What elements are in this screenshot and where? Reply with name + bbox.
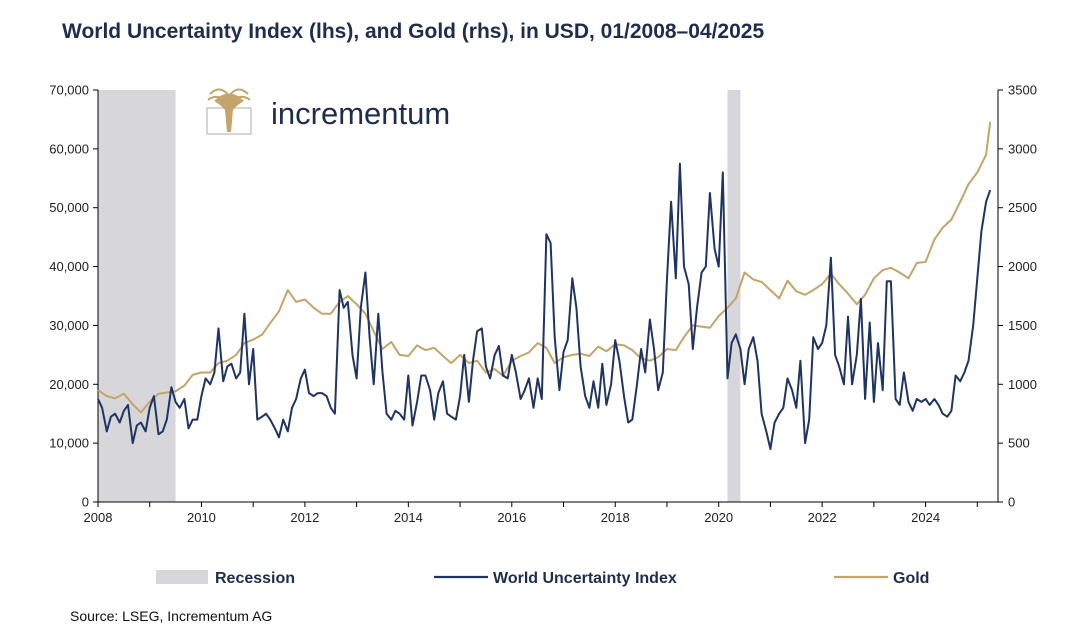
y-left-tick-label: 50,000 [49, 200, 89, 215]
x-tick-label: 2022 [808, 510, 837, 525]
y-right-tick-label: 500 [1008, 436, 1030, 451]
y-right-tick-label: 0 [1008, 495, 1015, 510]
axes: 0 10,000 20,000 30,000 40,000 50,000 60,000 70,… [49, 83, 1037, 526]
legend-label-gold: Gold [893, 570, 929, 587]
legend-item-wui: World Uncertainty Index [434, 570, 677, 587]
y-right-tick-label: 3500 [1008, 83, 1037, 98]
x-tick-label: 2016 [497, 510, 526, 525]
series-line-gold [97, 121, 992, 414]
y-left-tick-label: 40,000 [49, 259, 89, 274]
series-lines [97, 121, 992, 450]
y-right-tick-label: 2500 [1008, 200, 1037, 215]
legend-item-gold: Gold [834, 570, 929, 587]
recession-band [727, 90, 741, 502]
legend-item-recession: Recession [156, 570, 295, 587]
series-line-wui [97, 162, 992, 450]
x-tick-label: 2010 [187, 510, 216, 525]
incrementum-logo: incrementum [206, 88, 450, 135]
legend-label-recession: Recession [215, 570, 295, 587]
y-left-tick-label: 30,000 [49, 318, 89, 333]
y-right-tick-label: 3000 [1008, 141, 1037, 156]
x-tick-label: 2018 [601, 510, 630, 525]
x-tick-label: 2020 [704, 510, 733, 525]
legend-swatch-recession [156, 570, 208, 584]
y-left-tick-label: 0 [82, 495, 89, 510]
tree-icon [206, 88, 252, 135]
recession-bands [98, 90, 741, 502]
legend: Recession World Uncertainty Index Gold [156, 570, 929, 587]
y-left-tick-label: 60,000 [49, 141, 89, 156]
y-left-tick-label: 20,000 [49, 377, 89, 392]
y-left-tick-label: 10,000 [49, 436, 89, 451]
x-tick-label: 2014 [394, 510, 423, 525]
y-right-tick-label: 1500 [1008, 318, 1037, 333]
x-tick-label: 2024 [911, 510, 940, 525]
chart-title: World Uncertainty Index (lhs), and Gold … [62, 20, 765, 43]
y-left-tick-label: 70,000 [49, 83, 89, 98]
legend-label-wui: World Uncertainty Index [493, 570, 677, 587]
recession-band [98, 90, 176, 502]
y-right-tick-label: 1000 [1008, 377, 1037, 392]
y-right-tick-label: 2000 [1008, 259, 1037, 274]
x-tick-label: 2012 [290, 510, 319, 525]
logo-text: incrementum [271, 96, 450, 131]
source-note: Source: LSEG, Incrementum AG [70, 608, 273, 624]
x-tick-label: 2008 [84, 510, 113, 525]
